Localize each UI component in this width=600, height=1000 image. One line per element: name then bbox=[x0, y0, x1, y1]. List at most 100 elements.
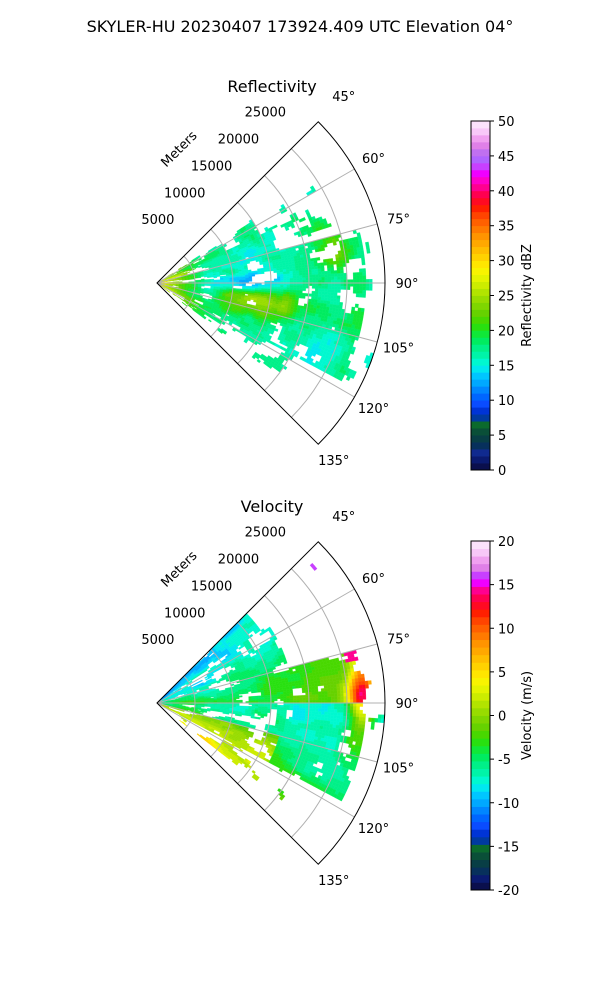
colorbar-swatch bbox=[471, 141, 490, 150]
radar-cell bbox=[196, 733, 201, 737]
radar-cell bbox=[181, 301, 186, 305]
radar-cell bbox=[298, 292, 303, 296]
radar-cell bbox=[335, 301, 340, 306]
radar-cell bbox=[196, 681, 200, 684]
radar-cell bbox=[366, 249, 371, 254]
azimuth-tick-label: 75° bbox=[387, 212, 410, 227]
radar-cell bbox=[354, 303, 359, 308]
radar-cell bbox=[259, 262, 264, 266]
radar-cell bbox=[359, 272, 363, 277]
colorbar-swatch bbox=[471, 379, 490, 387]
radar-cell bbox=[332, 304, 337, 309]
radar-cell bbox=[210, 275, 214, 278]
range-tick-label: 5000 bbox=[141, 213, 174, 228]
radar-cell bbox=[273, 270, 278, 273]
radar-cell bbox=[315, 285, 319, 289]
radar-cell bbox=[292, 268, 296, 272]
radar-panels: Reflectivity45°60°75°90°105°120°135°5000… bbox=[141, 77, 535, 899]
radar-cell bbox=[324, 288, 329, 293]
radar-cell bbox=[298, 295, 303, 299]
colorbar-swatch bbox=[471, 393, 490, 401]
radar-cell bbox=[333, 270, 338, 274]
radar-cell bbox=[248, 279, 253, 282]
radar-cell bbox=[320, 268, 325, 272]
radar-cell bbox=[283, 273, 287, 277]
colorbar-swatch bbox=[471, 295, 490, 303]
radar-cell bbox=[321, 291, 325, 295]
radar-cell bbox=[313, 263, 318, 267]
radar-cell bbox=[239, 279, 243, 282]
radar-cell bbox=[315, 277, 319, 281]
radar-cell bbox=[356, 272, 360, 277]
radar-cell bbox=[339, 263, 344, 268]
radar-cell bbox=[311, 277, 316, 281]
colorbar-swatch bbox=[471, 218, 490, 227]
colorbar-tick-label: 5 bbox=[498, 429, 506, 444]
radar-cell bbox=[359, 246, 364, 251]
velocity-panel: Velocity45°60°75°90°105°120°135°50001000… bbox=[141, 497, 535, 899]
colorbar-swatch bbox=[471, 400, 490, 408]
radar-cell bbox=[359, 315, 364, 320]
radar-cell bbox=[302, 277, 306, 281]
radar-cell bbox=[318, 277, 322, 281]
radar-cell bbox=[335, 260, 340, 265]
radar-cell bbox=[320, 265, 325, 269]
radar-cell bbox=[210, 709, 214, 712]
colorbar-swatch bbox=[471, 421, 490, 429]
colorbar-swatch bbox=[471, 274, 490, 282]
radar-cell bbox=[204, 676, 208, 679]
radar-cell bbox=[277, 284, 281, 288]
radar-cell bbox=[295, 270, 300, 274]
radar-cell bbox=[330, 291, 335, 296]
radar-cell bbox=[349, 282, 354, 287]
radar-cell bbox=[301, 264, 306, 268]
radar-cell bbox=[362, 293, 366, 298]
radar-cell bbox=[296, 285, 300, 289]
radar-cell bbox=[213, 276, 218, 279]
radar-cell bbox=[314, 274, 319, 278]
radar-cell bbox=[330, 267, 335, 272]
colorbar-swatch bbox=[471, 121, 490, 129]
radar-cell bbox=[207, 276, 211, 278]
radar-cell bbox=[279, 271, 284, 275]
radar-cell bbox=[295, 275, 300, 279]
radar-cell bbox=[283, 271, 287, 275]
radar-cell bbox=[336, 263, 341, 268]
radar-cell bbox=[239, 284, 243, 287]
radar-cell bbox=[207, 705, 211, 707]
radar-cell bbox=[185, 703, 189, 705]
radar-cell bbox=[314, 293, 319, 298]
radar-cell bbox=[311, 271, 316, 276]
radar-cell bbox=[213, 709, 217, 712]
radar-cell bbox=[314, 296, 319, 301]
colorbar-swatch bbox=[471, 344, 490, 352]
radar-cell bbox=[339, 302, 343, 306]
radar-cell bbox=[323, 300, 328, 305]
radar-cell bbox=[318, 288, 322, 292]
colorbar-swatch bbox=[471, 148, 490, 157]
radar-cell bbox=[317, 262, 321, 267]
radar-cell bbox=[330, 298, 334, 302]
radar-cell bbox=[280, 289, 284, 292]
radar-cell bbox=[361, 257, 366, 262]
radar-cell bbox=[326, 297, 331, 302]
colorbar-label: Reflectivity dBZ bbox=[520, 244, 535, 347]
radar-cell bbox=[349, 279, 354, 284]
radar-cell bbox=[314, 265, 319, 270]
radar-cell bbox=[323, 261, 328, 266]
radar-cell bbox=[330, 276, 335, 281]
radar-cell bbox=[324, 285, 329, 290]
radar-cell bbox=[248, 277, 253, 280]
azimuth-tick-label: 120° bbox=[358, 402, 389, 417]
radar-cell bbox=[352, 289, 357, 294]
colorbar-swatch bbox=[471, 253, 490, 261]
radar-cell bbox=[256, 359, 261, 364]
radar-cell bbox=[354, 254, 359, 259]
radar-cell bbox=[365, 286, 370, 291]
colorbar-swatch bbox=[471, 386, 490, 394]
radar-cell bbox=[283, 287, 287, 290]
radar-cell bbox=[235, 279, 240, 282]
radar-cell bbox=[166, 290, 171, 293]
radar-cell bbox=[264, 284, 268, 288]
radar-cell bbox=[226, 700, 230, 702]
